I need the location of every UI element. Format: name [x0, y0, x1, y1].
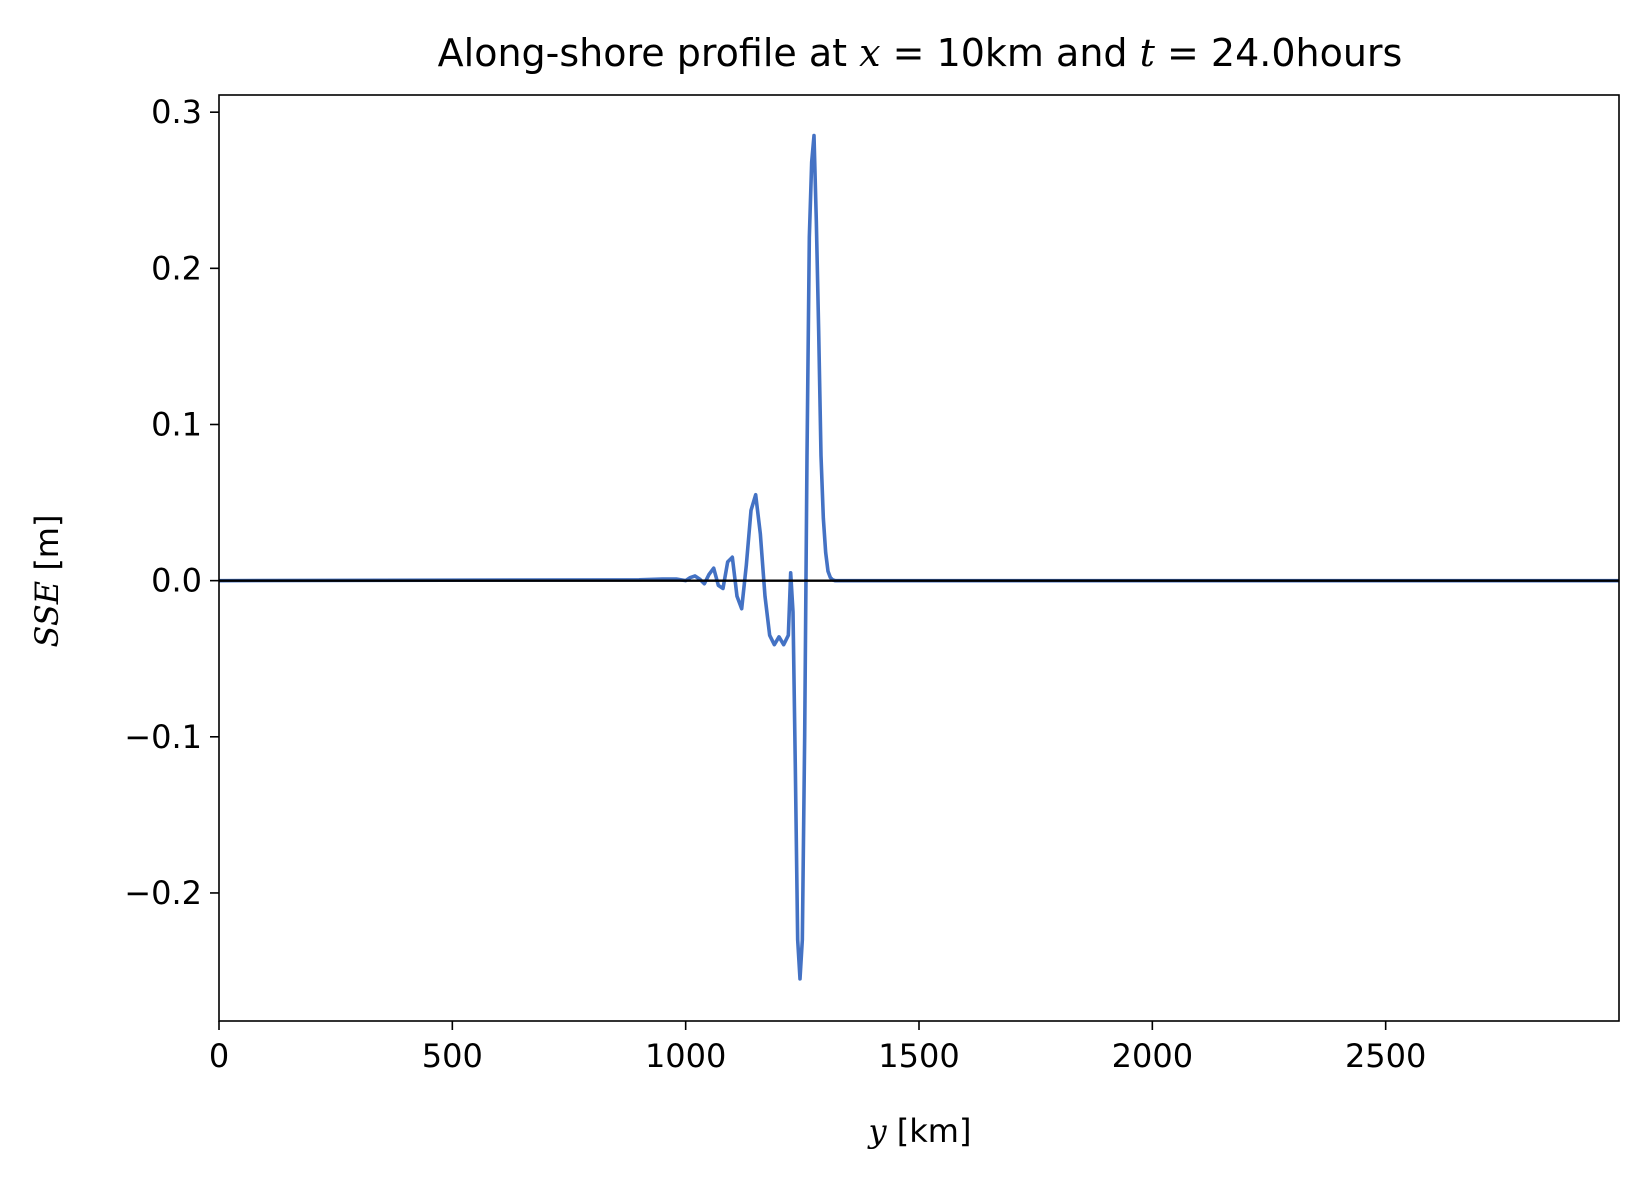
title-var-x: x: [859, 31, 880, 75]
title-eq-x: = 10km and: [881, 31, 1140, 75]
x-tick-label: 1000: [645, 1037, 726, 1075]
y-tick-label: −0.1: [124, 718, 202, 756]
y-axis-label: SSE [m]: [28, 515, 66, 648]
x-tick-label: 1500: [878, 1037, 959, 1075]
x-tick-label: 2500: [1345, 1037, 1426, 1075]
title-var-t: t: [1140, 31, 1156, 75]
axes-frame: [218, 94, 1620, 1022]
series-line-0: [219, 133, 1619, 981]
x-axis-label-var: y: [867, 1112, 888, 1150]
y-tick-label: 0.1: [151, 405, 202, 443]
title-prefix: Along-shore profile at: [438, 31, 859, 75]
x-axis-label: y [km]: [867, 1112, 972, 1150]
y-tick-label: 0.3: [151, 93, 202, 131]
y-tick-label: 0.0: [151, 562, 202, 600]
x-tick-label: 2000: [1112, 1037, 1193, 1075]
title-eq-t: = 24.0hours: [1155, 31, 1402, 75]
y-tick-label: −0.2: [124, 874, 202, 912]
plot-area: [218, 94, 1620, 1022]
x-tick-label: 500: [422, 1037, 483, 1075]
x-axis-label-unit: [km]: [887, 1112, 972, 1150]
y-tick-label: 0.2: [151, 249, 202, 287]
y-axis-label-var: SSE: [28, 581, 66, 648]
chart-title: Along-shore profile at x = 10km and t = …: [438, 31, 1403, 75]
y-axis-label-unit: [m]: [28, 515, 66, 581]
x-tick-label: 0: [209, 1037, 229, 1075]
tick-layer: 0 500 1000 1500 2000 2500 −0.2 −0.1 0.0 0.1 0.2 0.3: [124, 93, 1426, 1075]
